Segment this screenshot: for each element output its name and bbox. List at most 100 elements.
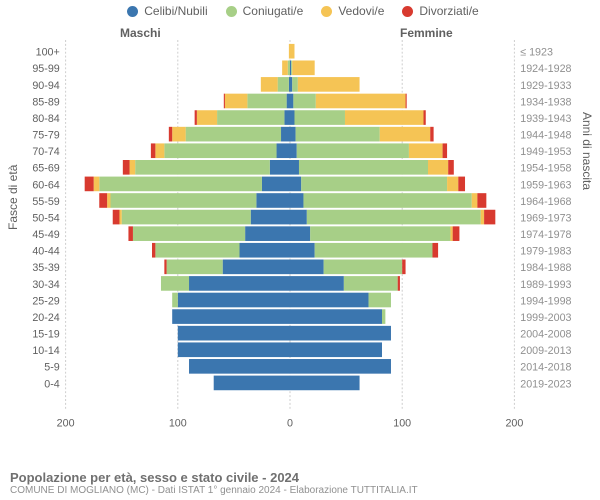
footer-title: Popolazione per età, sesso e stato civil… [10,470,590,485]
svg-text:100: 100 [169,417,187,429]
bar-male [186,127,281,142]
svg-text:1929-1933: 1929-1933 [520,80,571,92]
bar-male [245,226,290,241]
bar-female [290,276,344,291]
svg-text:1964-1968: 1964-1968 [520,196,571,208]
bar-male [99,193,107,208]
bar-female [290,210,307,225]
bar-male [107,193,110,208]
svg-text:85-89: 85-89 [32,96,59,108]
bar-male [214,376,290,391]
y-axis-right-label: Anni di nascita [580,112,594,190]
bar-female [303,193,471,208]
svg-text:15-19: 15-19 [32,329,59,341]
bar-female [290,77,292,92]
footer-subtitle: COMUNE DI MOGLIANO (MC) - Dati ISTAT 1° … [10,485,590,496]
svg-text:1954-1958: 1954-1958 [520,163,571,175]
bar-male [281,127,290,142]
svg-text:25-29: 25-29 [32,295,59,307]
svg-text:75-79: 75-79 [32,130,59,142]
bar-male [178,326,290,341]
bar-female [316,94,406,109]
svg-text:1979-1983: 1979-1983 [520,246,571,258]
pyramid-svg: 20010001002000-42019-20235-92014-201810-… [60,40,520,440]
svg-text:1944-1948: 1944-1948 [520,130,571,142]
bar-female [290,243,315,258]
bar-female [290,44,294,59]
y-axis-left-label: Fasce di età [6,165,20,230]
bar-female [301,177,447,192]
bar-female [296,127,380,142]
bar-female [290,143,297,158]
bar-male [110,193,256,208]
bar-male [262,177,290,192]
bar-female [290,193,303,208]
bar-female [290,160,299,175]
bar-female [290,177,301,192]
svg-text:40-44: 40-44 [32,246,59,258]
svg-text:1984-1988: 1984-1988 [520,262,571,274]
bar-female [290,260,324,275]
bar-male [251,210,290,225]
svg-text:1939-1943: 1939-1943 [520,113,571,125]
bar-female [447,177,458,192]
svg-text:5-9: 5-9 [44,362,60,374]
bar-female [290,94,293,109]
bar-male [197,110,217,125]
bar-female [290,127,296,142]
svg-text:1934-1938: 1934-1938 [520,96,571,108]
bar-female [424,110,426,125]
bar-female [290,60,291,75]
bar-male [282,60,288,75]
bar-male [167,260,223,275]
bar-male [113,210,120,225]
bar-male [99,177,262,192]
bar-male [155,243,239,258]
svg-text:35-39: 35-39 [32,262,59,274]
bar-male [164,143,276,158]
svg-text:60-64: 60-64 [32,179,59,191]
svg-text:90-94: 90-94 [32,80,59,92]
bar-male [224,94,225,109]
legend-item: Divorziati/e [396,4,478,18]
bar-male [135,160,270,175]
bar-male [195,110,197,125]
bar-male [85,177,94,192]
bar-female [290,376,360,391]
svg-text:1999-2003: 1999-2003 [520,312,571,324]
bar-female [292,60,314,75]
bar-male [289,44,290,59]
bar-female [428,160,448,175]
male-header: Maschi [120,26,161,40]
svg-text:95-99: 95-99 [32,63,59,75]
bar-female [477,193,486,208]
pyramid-chart-container: Celibi/NubiliConiugati/eVedovi/eDivorzia… [0,0,600,500]
bar-female [299,160,428,175]
bar-female [297,143,409,158]
bar-female [290,359,391,374]
bar-male [123,160,130,175]
bar-female [398,276,400,291]
bar-female [291,60,292,75]
svg-text:80-84: 80-84 [32,113,59,125]
svg-text:2009-2013: 2009-2013 [520,345,571,357]
bar-male [287,94,290,109]
bar-female [380,127,430,142]
svg-text:200: 200 [505,417,523,429]
female-header: Femmine [400,26,453,40]
svg-text:2014-2018: 2014-2018 [520,362,571,374]
bar-male [151,143,155,158]
svg-text:50-54: 50-54 [32,212,59,224]
svg-text:1994-1998: 1994-1998 [520,295,571,307]
bar-female [453,226,460,241]
bar-female [293,94,315,109]
svg-text:2004-2008: 2004-2008 [520,329,571,341]
bar-male [169,127,172,142]
svg-text:200: 200 [57,417,75,429]
svg-text:10-14: 10-14 [32,345,59,357]
svg-text:100: 100 [393,417,411,429]
bar-female [290,326,391,341]
bar-male [94,177,100,192]
bar-male [189,276,290,291]
bar-male [152,243,155,258]
